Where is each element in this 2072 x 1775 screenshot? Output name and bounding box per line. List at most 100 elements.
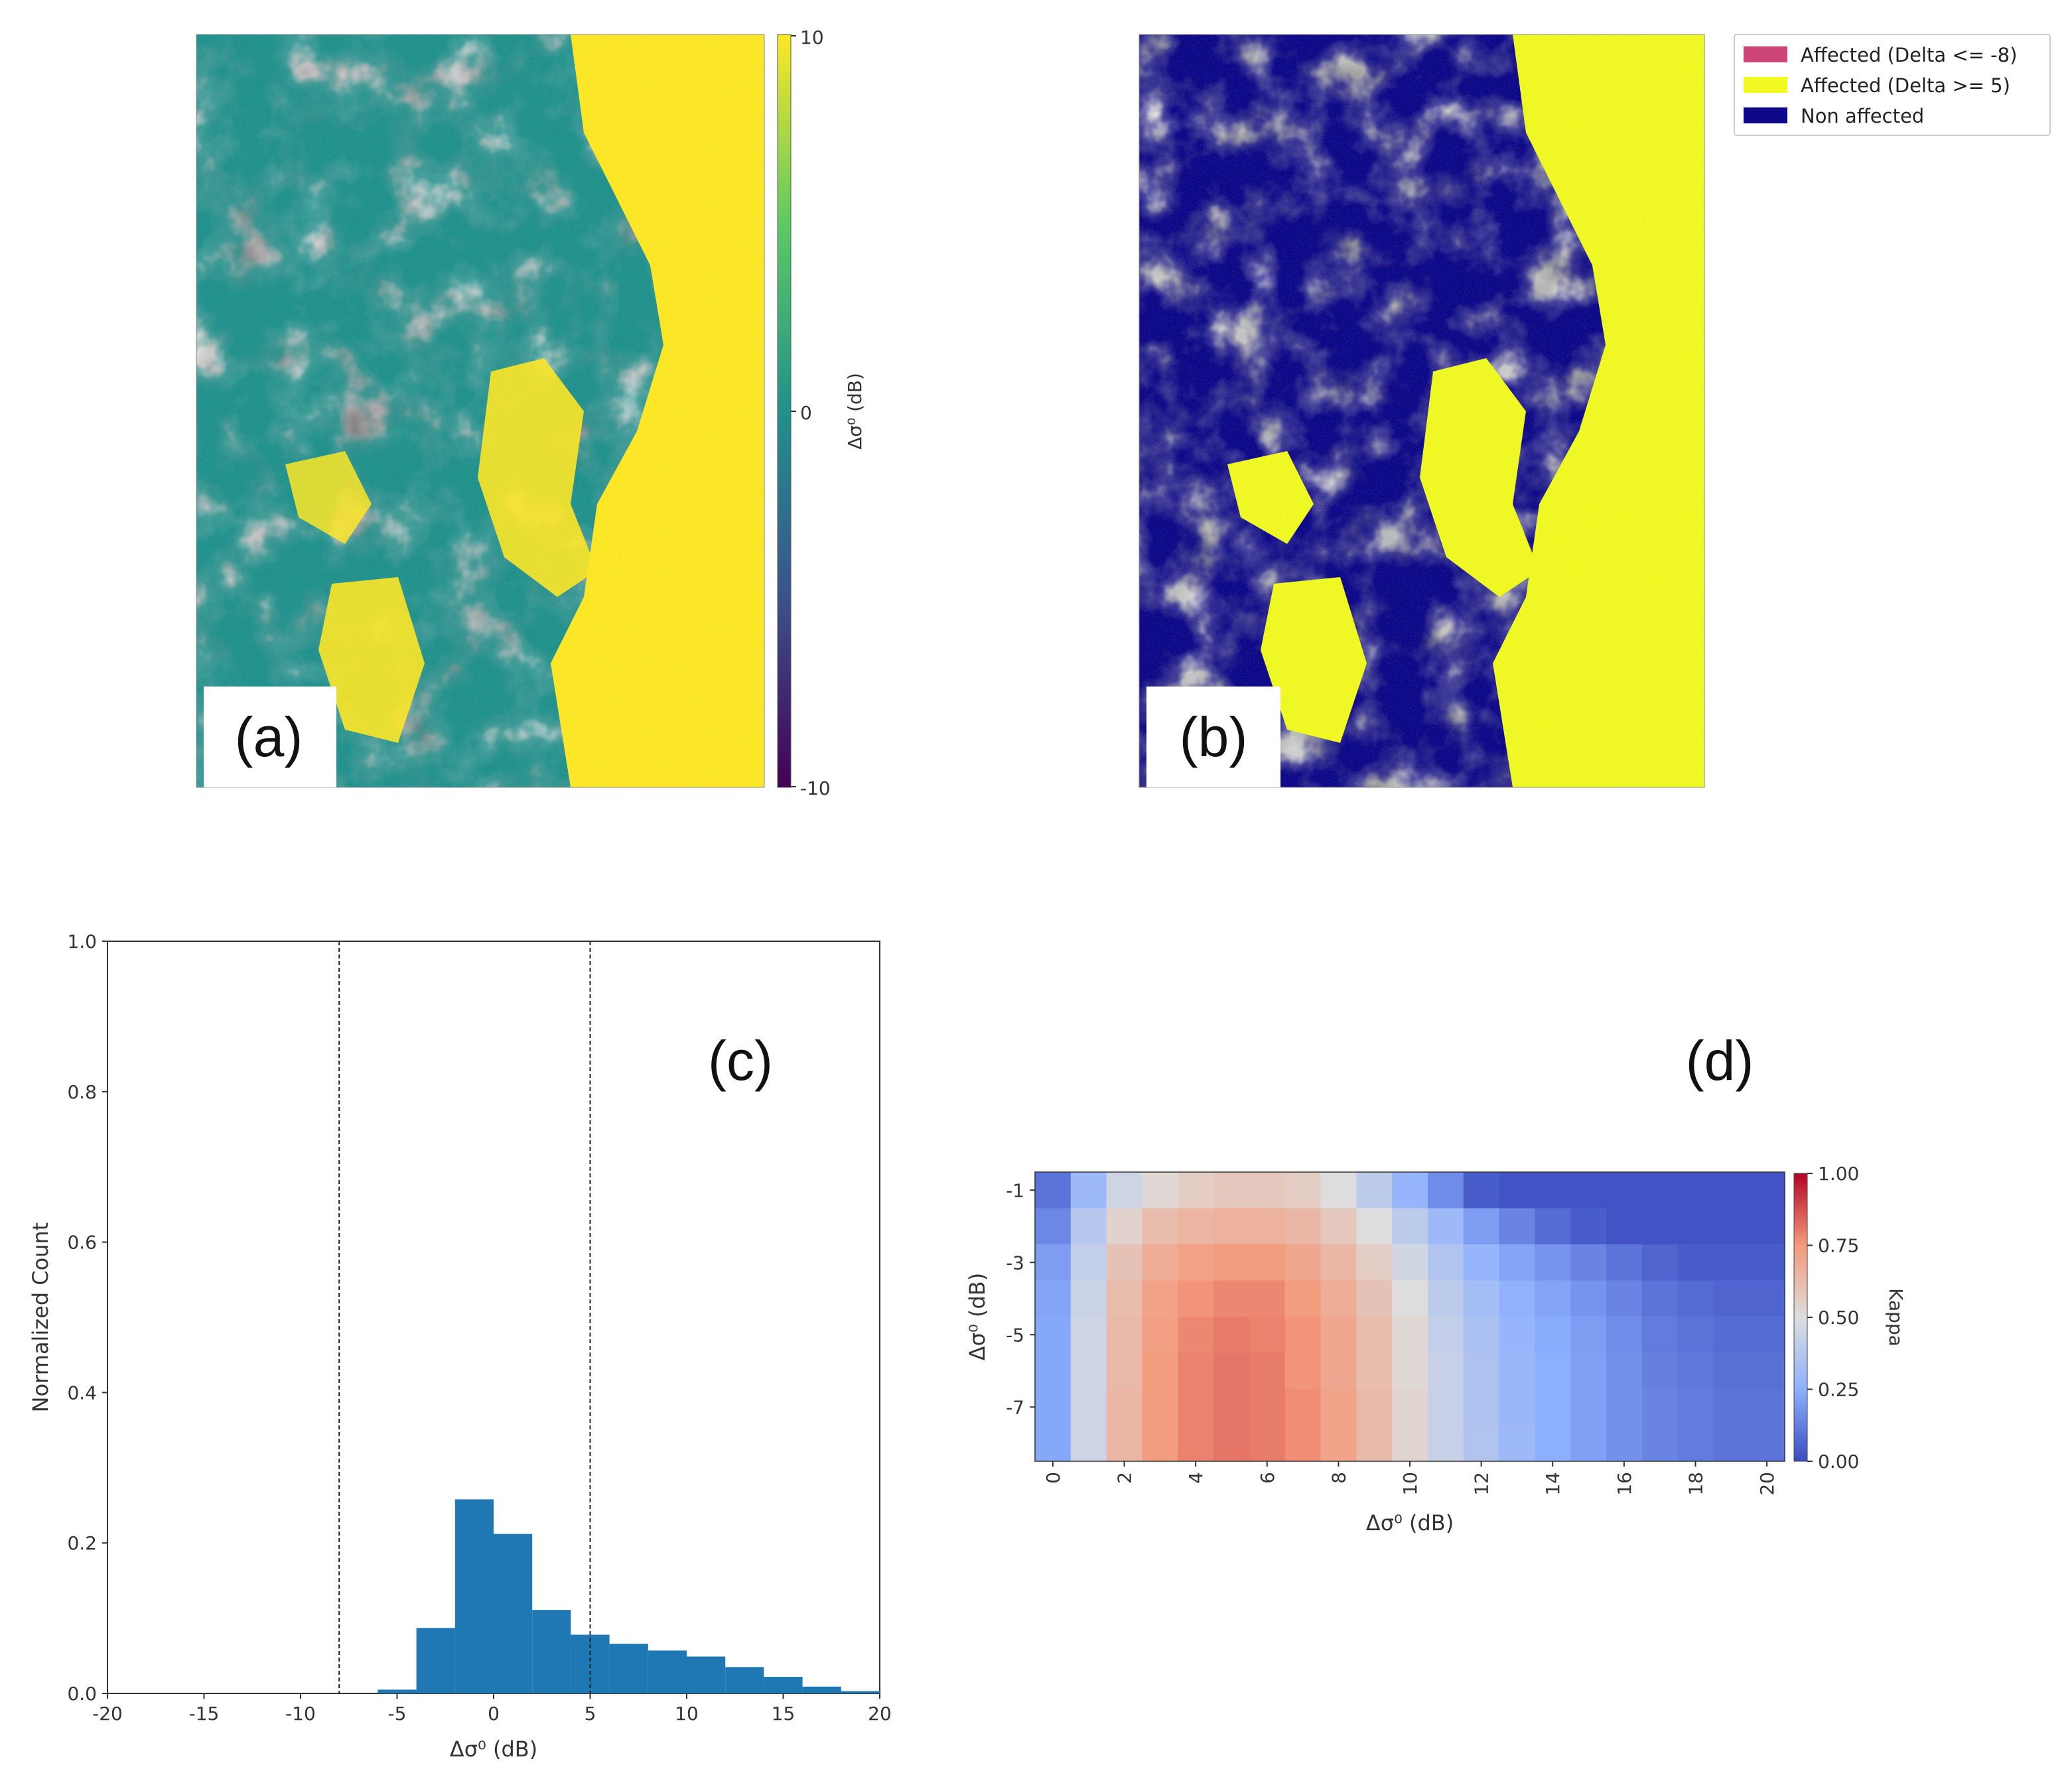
heatmap-cell [1606, 1425, 1643, 1462]
heatmap-cell [1713, 1425, 1750, 1462]
heatmap-cell [1249, 1244, 1286, 1281]
heatmap-cell [1606, 1352, 1643, 1390]
heatmap-cell [1463, 1208, 1500, 1245]
heatmap-cell [1356, 1389, 1393, 1425]
heatmap-cell [1249, 1317, 1286, 1353]
heatmap-xlabel: Δσ⁰ (dB) [1366, 1510, 1454, 1536]
panel-c-histogram: -20 -15 -10 -5 0 5 10 15 20 0.0 0.2 0.4 0.6 0.8 1.0 Δ… [28, 931, 892, 1762]
heatmap-cell [1570, 1352, 1607, 1390]
heatmap-cell [1570, 1244, 1607, 1281]
heatmap-cell [1249, 1280, 1286, 1317]
heatmap-xtick-label: 18 [1685, 1472, 1706, 1496]
panel-a-label: (a) [235, 706, 303, 768]
heatmap-cell [1284, 1244, 1321, 1281]
heatmap-ytick-label: -3 [1006, 1252, 1024, 1274]
histogram-bar [841, 1691, 880, 1693]
panel-a: (a) 10 0 -10 Δσ⁰ (dB) [196, 27, 866, 799]
legend-label-affected-low: Affected (Delta <= -8) [1801, 44, 2017, 66]
panel-b-label: (b) [1180, 706, 1248, 768]
heatmap-cell [1035, 1317, 1071, 1353]
heatmap-cell [1749, 1172, 1785, 1209]
heatmap-cell [1178, 1280, 1214, 1317]
heatmap-cell [1427, 1208, 1464, 1245]
heatmap-cell [1427, 1172, 1464, 1209]
heatmap-ytick-label: -7 [1006, 1396, 1024, 1418]
legend-label-affected-high: Affected (Delta >= 5) [1801, 74, 2010, 97]
histogram-xtick-label: -5 [388, 1703, 407, 1725]
histogram-bar [609, 1644, 648, 1693]
heatmap-cell [1392, 1172, 1428, 1209]
panel-d-kappa-heatmap: (d) 0 2 4 6 8 10 12 14 16 18 20 -1-3-5-7 Δσ⁰ (dB) … [965, 1029, 1907, 1536]
heatmap-cell [1641, 1172, 1679, 1209]
heatmap-cell [1677, 1352, 1714, 1390]
heatmap-cell [1213, 1208, 1250, 1245]
heatmap-cell [1070, 1425, 1107, 1462]
heatmap-cell [1392, 1244, 1428, 1281]
heatmap-cell [1427, 1317, 1464, 1353]
heatmap-cell [1356, 1172, 1393, 1209]
heatmap-cell [1535, 1172, 1571, 1209]
heatmap-cell [1606, 1244, 1643, 1281]
histogram-ytick-label: 1.0 [67, 931, 97, 953]
heatmap-cell [1070, 1244, 1107, 1281]
heatmap-cell [1035, 1425, 1071, 1462]
heatmap-cell [1178, 1208, 1214, 1245]
heatmap-cell [1392, 1317, 1428, 1353]
heatmap-cell [1749, 1244, 1785, 1281]
heatmap-cell [1035, 1244, 1071, 1281]
heatmap-cell [1070, 1389, 1107, 1425]
heatmap-cell [1570, 1425, 1607, 1462]
heatmap-cell [1713, 1280, 1750, 1317]
heatmap-cell [1178, 1244, 1214, 1281]
histogram-bar [725, 1667, 764, 1693]
histogram-bar [454, 1499, 494, 1693]
heatmap-xtick-label: 2 [1114, 1472, 1136, 1484]
heatmap-cell [1178, 1425, 1214, 1462]
heatmap-cell [1392, 1208, 1428, 1245]
histogram-xtick-label: 5 [585, 1703, 596, 1725]
heatmap-cell [1606, 1389, 1643, 1425]
heatmap-cell [1320, 1317, 1357, 1353]
histogram-xtick-label: 15 [772, 1703, 795, 1725]
heatmap-cell [1320, 1389, 1357, 1425]
heatmap-cell [1535, 1352, 1571, 1390]
heatmap-cell [1142, 1208, 1178, 1245]
histogram-bar [416, 1628, 455, 1693]
heatmap-cell [1106, 1244, 1142, 1281]
heatmap-cell [1142, 1172, 1178, 1209]
heatmap-cell [1213, 1244, 1250, 1281]
heatmap-cell [1641, 1317, 1679, 1353]
legend-swatch-non-affected [1744, 107, 1787, 123]
histogram-xtick-label: -20 [92, 1703, 123, 1725]
heatmap-cell [1535, 1244, 1571, 1281]
heatmap-cell [1606, 1172, 1643, 1209]
histogram-bar [764, 1677, 803, 1693]
heatmap-cell [1035, 1389, 1071, 1425]
kappa-colorbar-tick-label: 0.75 [1818, 1235, 1859, 1257]
kappa-colorbar-tick-label: 0.00 [1818, 1451, 1859, 1473]
heatmap-cell [1284, 1280, 1321, 1317]
panel-c-label: (c) [708, 1029, 773, 1092]
heatmap-cell [1713, 1352, 1750, 1390]
heatmap-cell [1392, 1280, 1428, 1317]
heatmap-xtick-label: 16 [1614, 1472, 1635, 1496]
heatmap-cell [1749, 1208, 1785, 1245]
panel-a-colorbar-label: Δσ⁰ (dB) [844, 373, 866, 450]
heatmap-cell [1677, 1172, 1714, 1209]
heatmap-cell [1677, 1280, 1714, 1317]
heatmap-cell [1499, 1389, 1535, 1425]
panel-b: (b) Affected (Delta <= -8) Affected (Del… [1139, 34, 2051, 788]
heatmap-cell [1249, 1172, 1286, 1209]
heatmap-cell [1106, 1172, 1142, 1209]
heatmap-cell [1035, 1280, 1071, 1317]
histogram-bar [378, 1689, 417, 1693]
histogram-bar [532, 1610, 571, 1693]
heatmap-cell [1213, 1352, 1250, 1390]
heatmap-cell [1249, 1425, 1286, 1462]
histogram-ylabel: Normalized Count [28, 1222, 53, 1413]
heatmap-cell [1142, 1244, 1178, 1281]
heatmap-cell [1320, 1352, 1357, 1390]
heatmap-cell [1713, 1317, 1750, 1353]
heatmap-cell [1463, 1172, 1500, 1209]
